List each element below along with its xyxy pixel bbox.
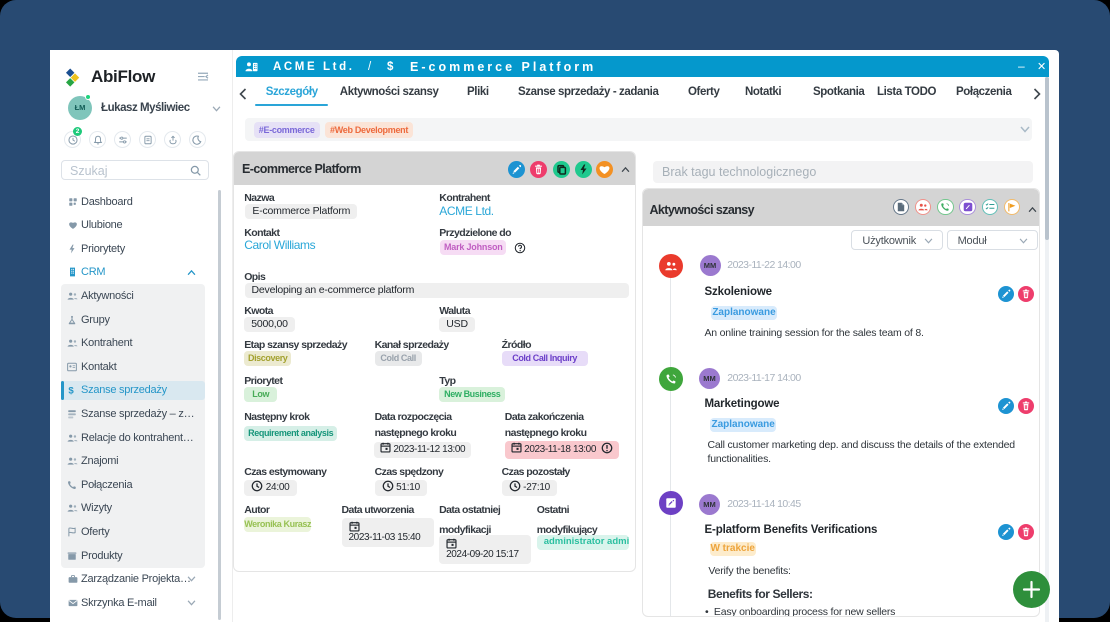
svg-text:$: $ <box>68 386 74 396</box>
